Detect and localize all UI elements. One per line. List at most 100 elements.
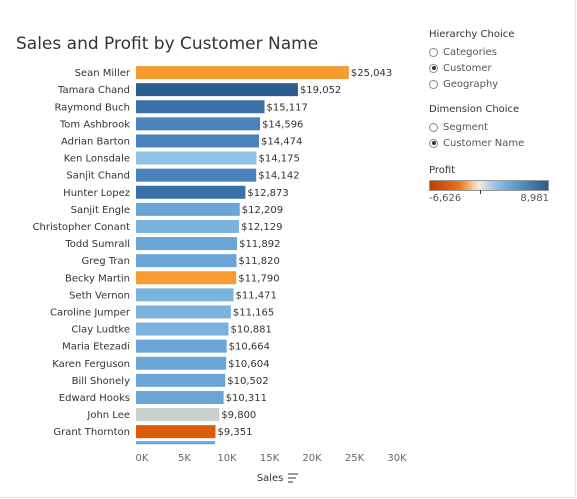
customer-label[interactable]: Greg Tran bbox=[81, 256, 130, 267]
x-tick-label: 0K bbox=[136, 453, 149, 464]
x-axis-title[interactable]: Sales bbox=[257, 473, 284, 484]
bar[interactable] bbox=[136, 390, 224, 404]
hierarchy-option-customer[interactable]: Customer bbox=[429, 60, 514, 76]
value-label: $10,664 bbox=[229, 342, 270, 353]
dimension-option-label: Segment bbox=[443, 121, 488, 133]
bar[interactable] bbox=[136, 151, 257, 165]
bar[interactable] bbox=[136, 202, 240, 216]
profit-zero-marker bbox=[480, 190, 481, 194]
bar[interactable] bbox=[136, 83, 298, 97]
sort-icon[interactable] bbox=[288, 473, 298, 483]
hierarchy-option-label: Customer bbox=[443, 62, 492, 74]
customer-label[interactable]: Sanjit Engle bbox=[71, 205, 130, 216]
value-label: $10,311 bbox=[226, 393, 267, 404]
value-label: $10,881 bbox=[230, 325, 271, 336]
customer-label[interactable]: Raymond Buch bbox=[54, 102, 130, 113]
customer-label[interactable]: Christopher Conant bbox=[33, 222, 130, 233]
hierarchy-option-categories[interactable]: Categories bbox=[429, 44, 514, 60]
x-tick-label: 20K bbox=[302, 453, 322, 464]
hierarchy-option-geography[interactable]: Geography bbox=[429, 76, 514, 92]
profit-legend-title: Profit bbox=[429, 165, 456, 176]
hierarchy-choice-title: Hierarchy Choice bbox=[429, 29, 515, 40]
profit-color-ramp bbox=[429, 180, 549, 194]
bar[interactable] bbox=[136, 322, 229, 336]
customer-label[interactable]: Grant Thornton bbox=[53, 427, 130, 438]
value-label: $11,165 bbox=[233, 307, 274, 318]
dimension-option-customer-name[interactable]: Customer Name bbox=[429, 135, 524, 151]
value-label: $9,800 bbox=[221, 410, 256, 421]
bar[interactable] bbox=[136, 356, 227, 370]
value-label: $14,175 bbox=[258, 154, 299, 165]
value-label: $14,596 bbox=[262, 119, 303, 130]
customer-label[interactable]: Todd Sumrall bbox=[64, 239, 130, 250]
customer-label[interactable]: Ken Lonsdale bbox=[64, 154, 130, 165]
customer-label[interactable]: Maria Etezadi bbox=[62, 342, 130, 353]
dimension-choice-title: Dimension Choice bbox=[429, 104, 520, 115]
customer-label[interactable]: Tom Ashbrook bbox=[59, 119, 130, 130]
bar[interactable] bbox=[136, 66, 349, 80]
radio-icon[interactable] bbox=[429, 63, 438, 73]
customer-label[interactable]: John Lee bbox=[86, 410, 130, 421]
value-label: $19,052 bbox=[300, 85, 341, 96]
bar[interactable] bbox=[136, 100, 265, 114]
profit-legend-max: 8,981 bbox=[520, 193, 549, 204]
bar[interactable] bbox=[136, 288, 234, 302]
bar[interactable] bbox=[136, 168, 257, 182]
dimension-option-segment[interactable]: Segment bbox=[429, 119, 524, 135]
customer-label[interactable]: Hunter Lopez bbox=[63, 188, 130, 199]
value-label: $14,474 bbox=[261, 136, 302, 147]
value-label: $11,471 bbox=[236, 290, 277, 301]
customer-label[interactable]: Edward Hooks bbox=[59, 393, 130, 404]
bar[interactable] bbox=[136, 271, 237, 285]
x-tick-label: 15K bbox=[260, 453, 280, 464]
radio-icon[interactable] bbox=[429, 138, 438, 148]
value-label: $12,129 bbox=[241, 222, 282, 233]
hierarchy-choice: Hierarchy Choice Categories Customer Geogr… bbox=[429, 29, 514, 92]
bar[interactable] bbox=[136, 373, 226, 387]
dimension-choice: Dimension Choice Segment Customer Name bbox=[429, 104, 524, 151]
radio-icon[interactable] bbox=[429, 79, 438, 89]
bar[interactable] bbox=[136, 134, 260, 148]
bar[interactable] bbox=[136, 408, 220, 422]
profit-legend: Profit -6,626 8,981 bbox=[429, 165, 549, 204]
bar[interactable] bbox=[136, 237, 238, 251]
value-label: $25,043 bbox=[351, 68, 392, 79]
radio-icon[interactable] bbox=[429, 122, 438, 132]
bar[interactable] bbox=[136, 219, 240, 233]
value-label: $10,502 bbox=[227, 376, 268, 387]
customer-label[interactable]: Becky Martin bbox=[65, 273, 130, 284]
customer-label[interactable]: Caroline Jumper bbox=[50, 307, 131, 318]
bar[interactable] bbox=[136, 185, 246, 199]
value-label: $9,351 bbox=[217, 427, 252, 438]
profit-legend-min: -6,626 bbox=[429, 193, 462, 204]
value-label: $12,209 bbox=[242, 205, 283, 216]
bar[interactable] bbox=[136, 117, 261, 131]
value-label: $15,117 bbox=[266, 102, 307, 113]
value-label: $11,820 bbox=[238, 256, 279, 267]
bar[interactable] bbox=[136, 305, 231, 319]
bar[interactable] bbox=[136, 254, 237, 268]
bar[interactable] bbox=[136, 339, 227, 353]
chart-title: Sales and Profit by Customer Name bbox=[16, 34, 319, 54]
bar[interactable] bbox=[136, 425, 216, 439]
customer-label[interactable]: Clay Ludtke bbox=[71, 325, 130, 336]
value-label: $11,892 bbox=[239, 239, 280, 250]
customer-label[interactable]: Tamara Chand bbox=[57, 85, 130, 96]
hierarchy-option-label: Geography bbox=[443, 78, 499, 90]
x-tick-label: 25K bbox=[345, 453, 365, 464]
x-tick-label: 30K bbox=[387, 453, 407, 464]
customer-label[interactable]: Sanjit Chand bbox=[66, 171, 130, 182]
customer-label[interactable]: Karen Ferguson bbox=[52, 359, 130, 370]
customer-label[interactable]: Bill Shonely bbox=[72, 376, 130, 387]
customer-label[interactable]: Seth Vernon bbox=[69, 290, 130, 301]
dimension-option-label: Customer Name bbox=[443, 137, 525, 149]
radio-icon[interactable] bbox=[429, 47, 438, 57]
x-tick-label: 10K bbox=[217, 453, 237, 464]
customer-label[interactable]: Sean Miller bbox=[75, 68, 131, 79]
value-label: $11,790 bbox=[238, 273, 279, 284]
customer-label[interactable]: Adrian Barton bbox=[61, 136, 130, 147]
bar-partial[interactable] bbox=[136, 441, 216, 445]
value-label: $10,604 bbox=[228, 359, 269, 370]
